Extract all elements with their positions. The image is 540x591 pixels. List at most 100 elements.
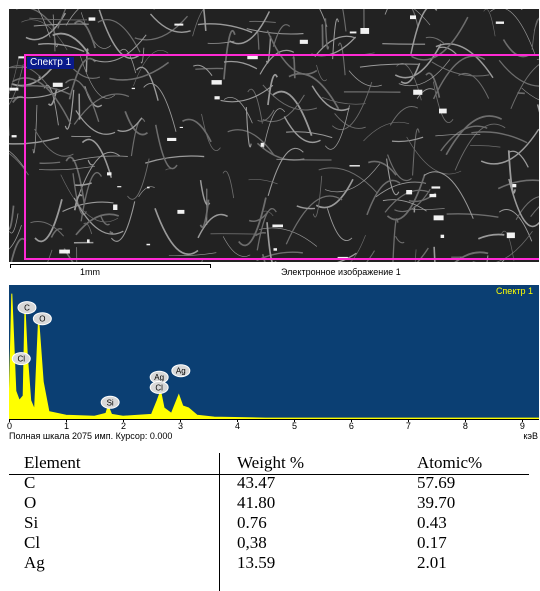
peak-label: C (17, 301, 37, 315)
fiber-strand (140, 47, 145, 64)
fiber-strand (432, 81, 454, 123)
fiber-strand (249, 20, 276, 24)
fiber-strand (154, 124, 178, 170)
fiber-strand (120, 48, 137, 74)
bright-particle (413, 89, 423, 95)
fiber-strand (207, 40, 235, 44)
cell-element: O (24, 493, 37, 512)
cell-element: Ag (24, 553, 45, 572)
fiber-strand (314, 35, 356, 58)
fiber-strand (145, 155, 205, 164)
fiber-strand (315, 178, 354, 209)
bright-particle (113, 204, 118, 210)
image-caption: Электронное изображение 1 (281, 267, 401, 277)
scale-bar-label: 1mm (80, 267, 100, 277)
bright-particle (247, 54, 258, 60)
fiber-strand (138, 186, 155, 198)
fiber-strand (47, 88, 58, 106)
fiber-strand (87, 159, 94, 166)
fiber-strand (510, 64, 539, 110)
fiber-strand (265, 36, 272, 64)
fiber-strand (136, 66, 159, 101)
fiber-strand (337, 42, 346, 76)
bright-particle (299, 39, 308, 44)
fiber-strand (16, 86, 70, 99)
bright-particle (59, 249, 70, 254)
fiber-strand (201, 257, 204, 262)
fiber-strand (74, 182, 92, 187)
fiber-strand (68, 57, 96, 100)
fiber-strand (168, 252, 217, 257)
fiber-strand (97, 19, 141, 53)
bright-particle (431, 186, 441, 189)
fiber-strand (246, 28, 304, 35)
x-axis-unit: кэВ (523, 431, 538, 441)
fiber-strand (382, 199, 427, 212)
fiber-strand (100, 215, 110, 226)
fiber-strand (412, 208, 445, 210)
fiber-strand (454, 123, 506, 171)
bright-particle (88, 17, 96, 21)
x-tick-label: 5 (291, 421, 297, 431)
fiber-strand (515, 196, 539, 220)
bright-particle (406, 190, 413, 195)
fiber-strand (165, 168, 171, 171)
fiber-strand (149, 13, 191, 33)
bright-particle (440, 234, 445, 238)
fiber-strand (359, 63, 419, 68)
cell-atomic: 2.01 (417, 553, 447, 572)
fiber-strand (531, 18, 539, 50)
fiber-strand (416, 88, 435, 99)
fiber-strand (286, 131, 333, 139)
fiber-strand (75, 213, 120, 236)
fiber-strand (9, 224, 22, 250)
fiber-strand (530, 206, 539, 217)
bright-particle (131, 87, 135, 90)
fiber-strand (223, 29, 236, 80)
x-tick-label: 9 (519, 421, 525, 431)
fiber-strand (272, 24, 291, 47)
fiber-strand (109, 61, 170, 81)
table-header-row: Element Weight % Atomic% (20, 453, 530, 473)
results-table: Element Weight % Atomic% C 43.47 57.69 O… (20, 453, 530, 573)
fiber-strand (400, 63, 421, 85)
bright-particle (107, 172, 112, 176)
fiber-strand (257, 109, 275, 122)
svg-text:Ag: Ag (154, 373, 164, 382)
fiber-strand (391, 136, 424, 143)
fiber-strand (98, 9, 141, 59)
fiber-strand (223, 60, 258, 70)
bright-particle (146, 243, 151, 246)
fiber-strand (52, 14, 59, 48)
header-weight: Weight % (237, 453, 305, 472)
fiber-strand (389, 106, 419, 126)
fiber-strand (350, 234, 366, 262)
x-tick-label: 0 (7, 421, 13, 431)
fiber-strand (30, 221, 65, 237)
sem-image: Спектр 1 (9, 9, 539, 262)
fiber-strand (311, 85, 350, 112)
fiber-strand (386, 158, 400, 196)
fiber-strand (395, 236, 405, 244)
eds-spectrum-chart[interactable]: C O Cl Si Ag Cl Ag Спектр 1 (9, 285, 539, 419)
x-tick-mark (293, 419, 295, 422)
chart-legend: Спектр 1 (495, 286, 533, 296)
fiber-strand (366, 250, 375, 262)
bright-particle (272, 224, 283, 228)
fiber-strand (438, 46, 458, 56)
bright-particle (167, 137, 177, 141)
fiber-strand (316, 64, 328, 82)
fiber-strand (39, 161, 61, 164)
fiber-strand (325, 105, 350, 150)
fiber-strand (21, 19, 68, 51)
x-tick-mark (350, 419, 352, 422)
spectrum-selection-box[interactable]: Спектр 1 (24, 54, 539, 260)
x-tick-label: 3 (177, 421, 183, 431)
fiber-strand (245, 107, 252, 148)
x-tick-mark (464, 419, 466, 422)
fiber-strand (435, 133, 481, 137)
fiber-strand (64, 89, 75, 130)
bright-particle (211, 80, 222, 85)
fiber-strand (117, 117, 143, 133)
